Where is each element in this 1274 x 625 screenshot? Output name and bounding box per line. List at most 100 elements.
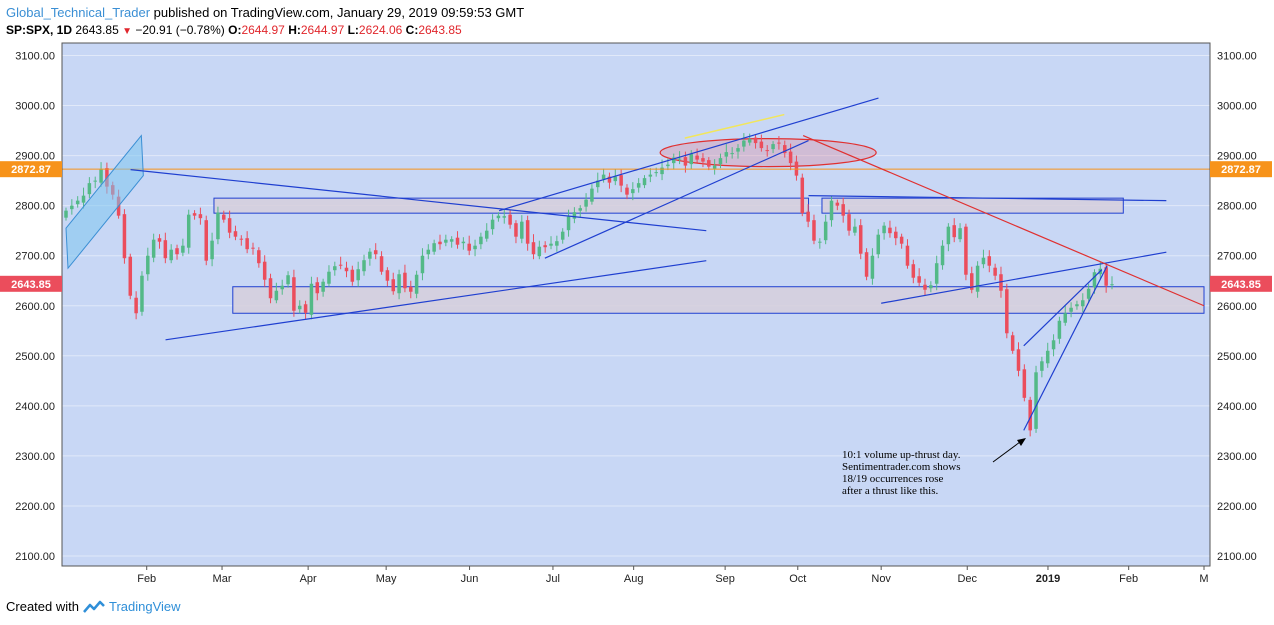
candle	[385, 270, 390, 281]
published-text: published on TradingView.com, January 29…	[153, 5, 525, 20]
candle	[940, 245, 945, 266]
x-tick-label: Jun	[461, 573, 479, 585]
trendline[interactable]	[808, 195, 1167, 202]
candle	[338, 264, 343, 266]
candle	[292, 277, 296, 311]
candle	[81, 195, 86, 203]
candle	[818, 241, 822, 243]
x-tick-label: Nov	[871, 573, 891, 585]
trendline[interactable]	[165, 260, 707, 341]
candle	[514, 223, 518, 237]
candle	[759, 141, 764, 149]
candle	[894, 231, 898, 239]
candle	[444, 239, 448, 243]
tradingview-brand[interactable]: TradingView	[108, 599, 181, 614]
candle	[631, 189, 635, 194]
candle	[1063, 313, 1068, 323]
candle	[870, 255, 875, 279]
candle	[198, 214, 203, 219]
candle	[303, 304, 308, 313]
author-link[interactable]: Global_Technical_Trader	[6, 5, 151, 20]
trendline[interactable]	[881, 251, 1167, 304]
candle	[1040, 361, 1044, 371]
candle	[1057, 320, 1062, 339]
candle	[642, 178, 647, 186]
x-tick-label: Feb	[1119, 573, 1138, 585]
candle	[946, 226, 951, 245]
candle	[929, 285, 933, 289]
candle	[496, 215, 501, 219]
candle	[993, 267, 997, 276]
price-badge	[0, 161, 62, 178]
candle	[473, 245, 477, 250]
candle	[169, 249, 173, 261]
candle	[841, 204, 845, 216]
candle	[502, 216, 507, 218]
candle	[911, 264, 916, 278]
y-tick-label: 2100.00	[1217, 551, 1257, 563]
trendline[interactable]	[1023, 265, 1108, 431]
candle	[204, 220, 208, 261]
candle	[619, 175, 623, 186]
candle	[671, 157, 676, 164]
candle	[391, 279, 395, 292]
change-value: −20.91 (−0.78%)	[135, 23, 225, 37]
x-tick-label: M	[1199, 573, 1208, 585]
candle	[181, 245, 185, 253]
y-tick-label: 2900.00	[1217, 151, 1257, 163]
candle	[163, 240, 168, 259]
x-tick-label: Feb	[137, 573, 156, 585]
candle	[905, 245, 910, 266]
candle	[853, 226, 857, 233]
candle	[484, 230, 489, 239]
candle	[864, 252, 869, 277]
y-tick-label: 2600.00	[1217, 301, 1257, 313]
y-tick-label: 3000.00	[1217, 101, 1257, 113]
y-tick-label: 2300.00	[15, 451, 55, 463]
candle	[695, 155, 699, 160]
candle	[549, 243, 553, 246]
candle	[192, 213, 197, 216]
candle	[140, 275, 144, 312]
price-badge-label: 2872.87	[11, 164, 51, 176]
symbol-label: SP:SPX, 1D	[6, 23, 73, 37]
candle	[601, 174, 606, 180]
candle	[122, 214, 127, 259]
y-tick-label: 2100.00	[15, 551, 55, 563]
candle	[701, 158, 705, 162]
annotation-arrow-head	[1017, 438, 1026, 446]
x-tick-label: Jul	[546, 573, 560, 585]
candle	[958, 228, 962, 240]
candle	[555, 241, 559, 246]
candle	[467, 243, 471, 251]
candle	[251, 247, 255, 249]
candle	[186, 214, 191, 248]
resistance-trendline[interactable]	[802, 135, 1205, 307]
publish-header: Global_Technical_Trader published on Tra…	[6, 5, 524, 20]
candle	[636, 183, 641, 188]
trendline[interactable]	[1023, 269, 1103, 347]
candle	[397, 274, 401, 294]
candle	[531, 242, 536, 255]
low-label: L:	[347, 23, 359, 37]
price-badge-label: 2643.85	[11, 279, 51, 291]
candle	[771, 144, 775, 150]
candle	[753, 137, 758, 144]
candle	[858, 225, 863, 254]
trendline[interactable]	[544, 140, 809, 259]
candle	[455, 237, 460, 245]
trendline[interactable]	[130, 169, 707, 232]
y-tick-label: 2900.00	[15, 151, 55, 163]
candle	[794, 161, 799, 176]
candle	[280, 285, 284, 290]
open-label: O:	[228, 23, 242, 37]
candle	[438, 241, 442, 245]
candle	[151, 239, 156, 258]
trendline[interactable]	[498, 97, 879, 212]
candle	[1034, 372, 1038, 429]
y-tick-label: 2700.00	[1217, 251, 1257, 263]
candle	[736, 148, 740, 152]
candle	[356, 269, 360, 281]
candle	[981, 257, 986, 265]
